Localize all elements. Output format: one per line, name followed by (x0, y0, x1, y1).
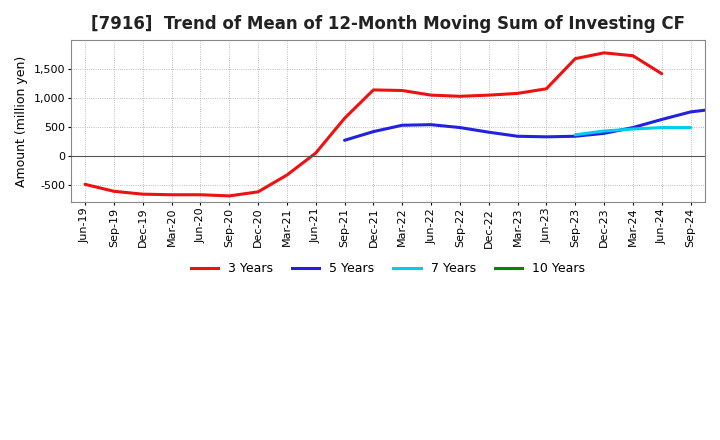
Legend: 3 Years, 5 Years, 7 Years, 10 Years: 3 Years, 5 Years, 7 Years, 10 Years (186, 257, 590, 280)
Y-axis label: Amount (million yen): Amount (million yen) (15, 55, 28, 187)
Title: [7916]  Trend of Mean of 12-Month Moving Sum of Investing CF: [7916] Trend of Mean of 12-Month Moving … (91, 15, 685, 33)
